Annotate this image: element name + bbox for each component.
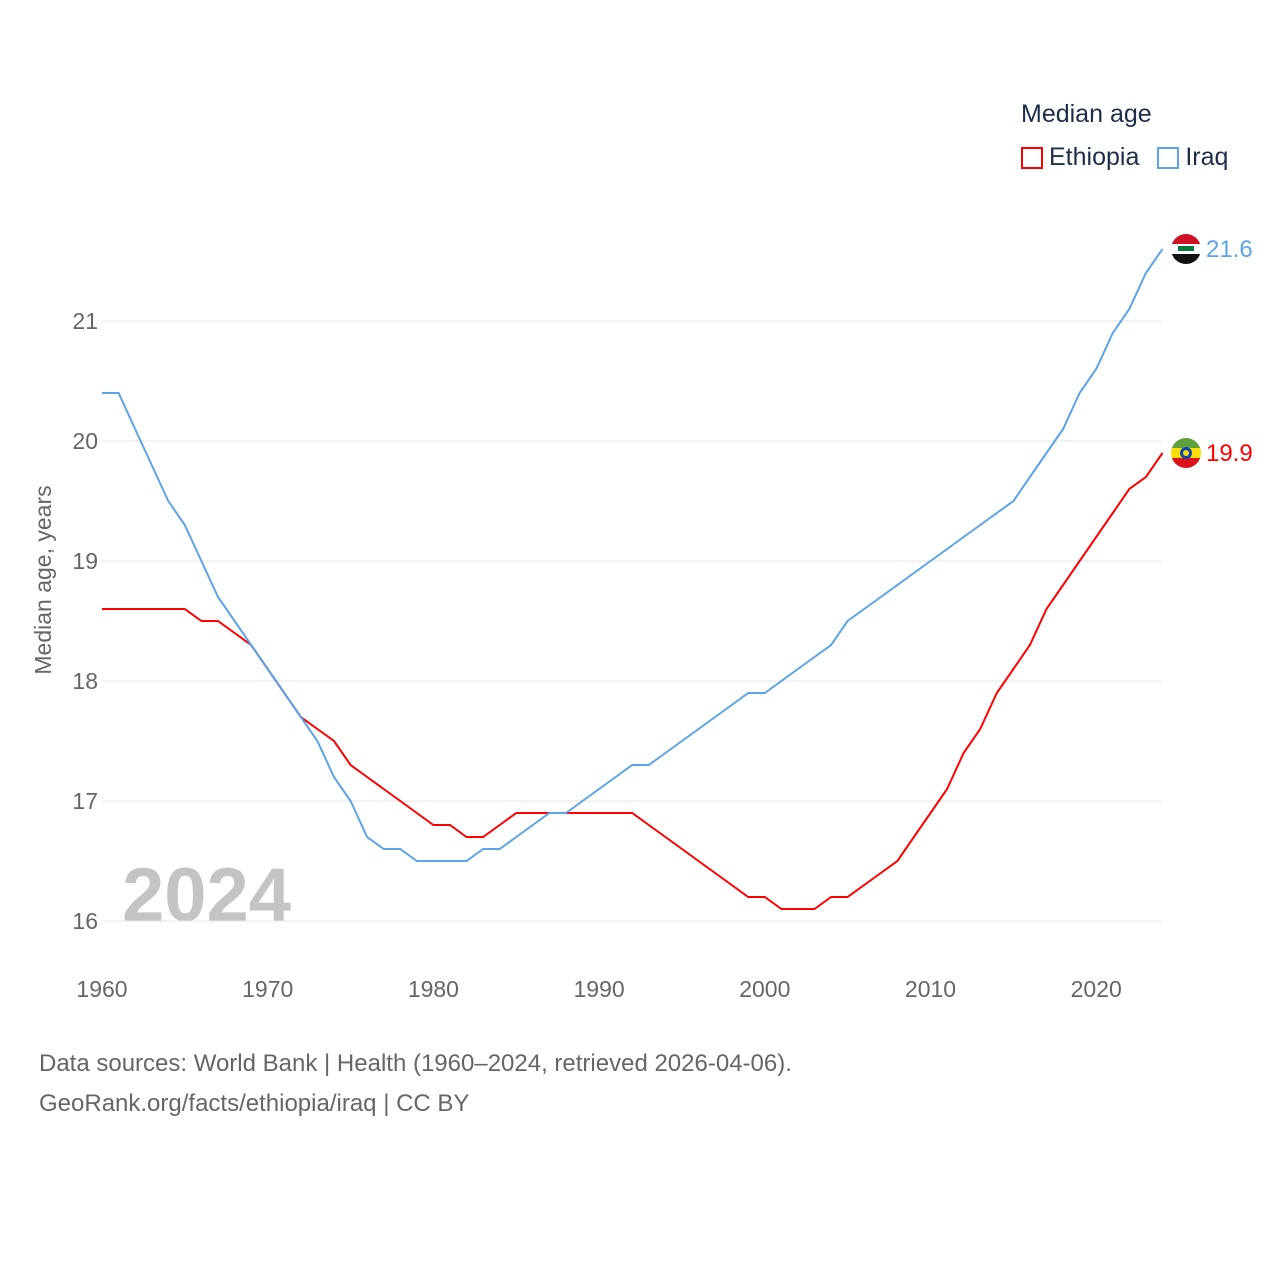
source-link[interactable]: GeoRank.org/facts/ethiopia/iraq | CC BY xyxy=(39,1090,470,1117)
footer: Data sources: World Bank | Health (1960–… xyxy=(39,1044,792,1124)
x-tick-label: 2000 xyxy=(739,976,790,1002)
x-tick-label: 2010 xyxy=(905,976,956,1002)
ethiopia-flag-icon xyxy=(1171,438,1201,468)
legend-label-iraq: Iraq xyxy=(1185,143,1229,171)
y-tick-label: 16 xyxy=(72,908,98,934)
y-tick-label: 20 xyxy=(72,428,98,454)
legend-title: Median age xyxy=(1021,100,1152,128)
year-watermark: 2024 xyxy=(122,853,291,938)
x-tick-label: 1980 xyxy=(408,976,459,1002)
legend-item-iraq[interactable]: Iraq xyxy=(1157,143,1228,172)
y-axis-label: Median age, years xyxy=(30,485,56,674)
end-value-label-iraq: 21.6 xyxy=(1206,236,1253,263)
legend-label-ethiopia: Ethiopia xyxy=(1049,143,1140,171)
end-value-label-ethiopia: 19.9 xyxy=(1206,440,1253,467)
y-tick-label: 18 xyxy=(72,668,98,694)
legend-swatch-iraq xyxy=(1157,146,1180,169)
x-tick-label: 1960 xyxy=(76,976,127,1002)
y-tick-label: 17 xyxy=(72,788,98,814)
x-tick-label: 2020 xyxy=(1071,976,1122,1002)
legend-swatch-ethiopia xyxy=(1021,146,1043,169)
y-tick-label: 19 xyxy=(72,548,98,574)
y-tick-label: 21 xyxy=(72,308,98,334)
x-tick-label: 1990 xyxy=(574,976,625,1002)
iraq-flag-icon xyxy=(1171,234,1201,264)
series-line-iraq xyxy=(102,248,1164,862)
legend: Ethiopia Iraq xyxy=(1021,143,1246,172)
legend-item-ethiopia[interactable]: Ethiopia xyxy=(1021,143,1139,172)
data-sources: Data sources: World Bank | Health (1960–… xyxy=(39,1050,792,1077)
x-tick-label: 1970 xyxy=(242,976,293,1002)
